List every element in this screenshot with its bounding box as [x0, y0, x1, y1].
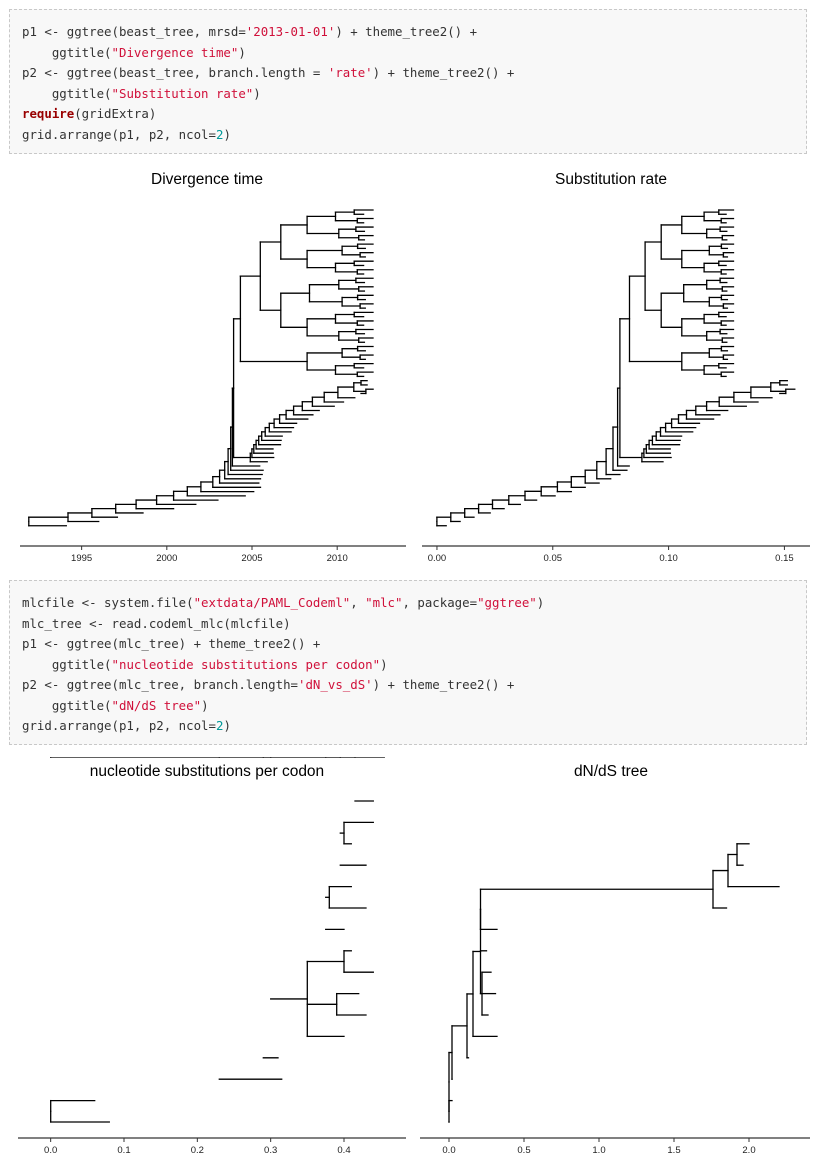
dnds-tree: 0.0 0.5 1.0 1.5 2.0: [420, 843, 810, 1156]
substitution-rate-plot: Substitution rate 0.00 0.05 0.10 0.15: [412, 165, 810, 570]
code-line: mlc_tree <- read.codeml_mlc(mlcfile): [22, 614, 806, 635]
code-line: p2 <- ggtree(beast_tree, branch.length =…: [22, 63, 806, 84]
code-token: "nucleotide substitutions per codon": [111, 656, 381, 672]
code-token: ) + theme_tree2() +: [372, 65, 515, 80]
x-tick-label: 1.0: [592, 1145, 605, 1156]
x-tick-label: 0.0: [44, 1145, 57, 1156]
code-token: mlc_tree <- read.codeml_mlc(mlcfile): [22, 615, 291, 631]
code-line: ggtitle("Divergence time"): [22, 43, 806, 64]
code-token: ): [380, 656, 388, 672]
code-token: "Divergence time": [111, 44, 239, 60]
code-token: ggtitle(: [22, 656, 112, 672]
code-token: , package=: [402, 595, 478, 610]
code-token: "extdata/PAML_Codeml": [193, 595, 351, 610]
x-tick-label: 0.1: [117, 1145, 130, 1156]
code-block-codeml: mlcfile <- system.file("extdata/PAML_Cod…: [9, 580, 807, 745]
code-token: require: [22, 106, 75, 121]
x-tick-label: 0.2: [191, 1145, 204, 1156]
code-line: ggtitle("dN/dS tree"): [22, 696, 806, 717]
plot-title: Substitution rate: [554, 171, 667, 188]
code-token: ): [536, 595, 545, 610]
x-tick-label: 0.4: [337, 1145, 350, 1156]
x-tick-label: 0.00: [428, 553, 447, 564]
code-token: mlcfile <- system.file(: [22, 595, 194, 610]
code-token: '2013-01-01': [245, 24, 336, 39]
divergence-time-plot: Divergence time 1995 2000 2005 2010: [8, 165, 406, 570]
code-token: ): [238, 44, 246, 60]
x-tick-label: 2.0: [742, 1145, 755, 1156]
code-token: 2: [215, 126, 224, 142]
tree-branches: [448, 843, 780, 1123]
tree-branches: [436, 209, 796, 527]
divergence-time-tree: 1995 2000 2005 2010: [20, 209, 406, 564]
code-token: "mlc": [365, 595, 403, 610]
x-tick-label: 1995: [71, 553, 92, 564]
code-token: grid.arrange(p1, p2, ncol=: [22, 718, 216, 733]
code-token: ggtitle(: [22, 44, 112, 60]
x-tick-label: 1.5: [667, 1145, 680, 1156]
plot-title: dN/dS tree: [573, 763, 649, 780]
code-token: ): [223, 126, 231, 142]
code-token: ): [253, 85, 261, 101]
code-line: ggtitle("Substitution rate"): [22, 84, 806, 105]
code-token: "ggtree": [477, 595, 537, 610]
code-token: "dN/dS tree": [111, 697, 202, 713]
code-line: require(gridExtra): [22, 104, 806, 125]
code-token: grid.arrange(p1, p2, ncol=: [22, 126, 216, 142]
plot-title: Divergence time: [151, 171, 263, 188]
x-tick-label: 2000: [156, 553, 177, 564]
x-tick-label: 2005: [241, 553, 262, 564]
code-token: ): [201, 697, 209, 713]
nucleotide-substitutions-plot: nucleotide substitutions per codon 0.0 0.…: [8, 756, 406, 1171]
code-token: 2: [215, 718, 224, 733]
code-token: p2 <- ggtree(beast_tree, branch.length =: [22, 65, 328, 80]
tree-branches: [50, 756, 385, 1123]
x-tick-label: 2010: [327, 553, 348, 564]
code-token: p1 <- ggtree(mlc_tree) + theme_tree2() +: [22, 636, 321, 651]
code-token: p1 <- ggtree(beast_tree, mrsd=: [22, 24, 246, 39]
dnds-plot: dN/dS tree 0.0 0.5 1.0 1.5 2.0: [412, 757, 810, 1171]
code-line: p2 <- ggtree(mlc_tree, branch.length='dN…: [22, 675, 806, 696]
code-block-beast: p1 <- ggtree(beast_tree, mrsd='2013-01-0…: [9, 9, 807, 154]
code-token: p2 <- ggtree(mlc_tree, branch.length=: [22, 677, 299, 692]
code-token: ggtitle(: [22, 697, 112, 713]
x-tick-label: 0.10: [659, 553, 678, 564]
code-token: ) + theme_tree2() +: [335, 24, 478, 39]
code-token: 'dN_vs_dS': [298, 677, 373, 692]
tree-branches: [28, 209, 374, 527]
nucleotide-substitutions-tree: 0.0 0.1 0.2 0.3 0.4: [18, 756, 406, 1156]
code-token: ) + theme_tree2() +: [372, 677, 515, 692]
code-line: mlcfile <- system.file("extdata/PAML_Cod…: [22, 593, 806, 614]
code-token: 'rate': [327, 65, 373, 80]
code-line: p1 <- ggtree(mlc_tree) + theme_tree2() +: [22, 634, 806, 655]
code-token: ggtitle(: [22, 85, 112, 101]
x-tick-label: 0.15: [775, 553, 794, 564]
x-tick-label: 0.05: [544, 553, 563, 564]
x-tick-label: 0.0: [442, 1145, 455, 1156]
x-tick-label: 0.3: [264, 1145, 277, 1156]
code-line: p1 <- ggtree(beast_tree, mrsd='2013-01-0…: [22, 22, 806, 43]
code-line: grid.arrange(p1, p2, ncol=2): [22, 125, 806, 146]
code-token: "Substitution rate": [111, 85, 254, 101]
plot-title: nucleotide substitutions per codon: [89, 763, 325, 780]
code-token: ): [223, 718, 231, 733]
code-line: ggtitle("nucleotide substitutions per co…: [22, 655, 806, 676]
code-token: ,: [350, 595, 366, 610]
substitution-rate-tree: 0.00 0.05 0.10 0.15: [422, 209, 810, 564]
code-line: grid.arrange(p1, p2, ncol=2): [22, 716, 806, 737]
x-tick-label: 0.5: [517, 1145, 530, 1156]
code-token: (gridExtra): [74, 106, 157, 121]
